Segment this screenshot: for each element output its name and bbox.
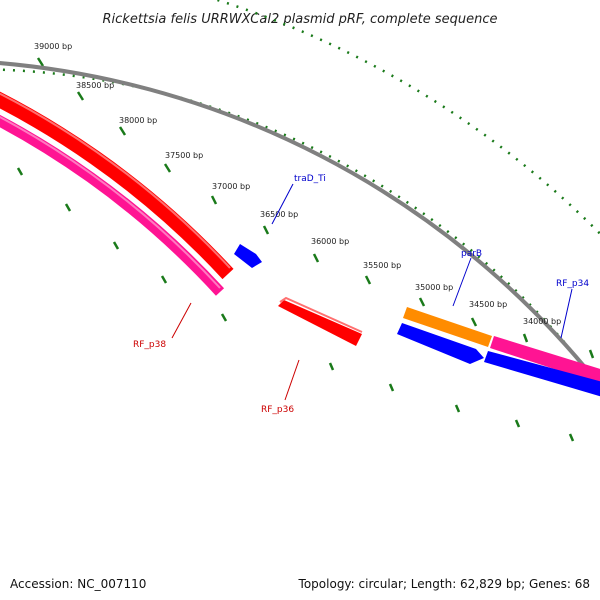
parB-feature	[403, 307, 492, 347]
gene-label-parB: parB	[461, 249, 482, 259]
tick-label: 35500 bp	[363, 261, 401, 270]
accession-text: Accession: NC_007110	[10, 577, 147, 591]
tick-label: 37500 bp	[165, 151, 203, 160]
map-title: Rickettsia felis URRWXCal2 plasmid pRF, …	[103, 12, 498, 27]
traD-feature	[234, 244, 262, 268]
tick-label: 34000 bp	[523, 317, 561, 326]
summary-text: Topology: circular; Length: 62,829 bp; G…	[298, 577, 590, 591]
red-feature-track	[0, 91, 234, 280]
blue-feature-a	[397, 323, 484, 364]
blue-feature-b	[484, 351, 600, 397]
inner-tick-ring	[0, 68, 600, 390]
gene-label-rf-p36: RF_p36	[261, 405, 294, 415]
outer-major-ticks	[36, 57, 595, 359]
outer-tick-ring	[213, 0, 600, 236]
inner-major-ticks	[16, 167, 575, 442]
backbone	[0, 61, 600, 390]
gene-labels: traD_Ti parB RF_p34 RF_p38 RF_p36	[133, 174, 589, 415]
tick-label: 37000 bp	[212, 182, 250, 191]
tick-label: 38000 bp	[119, 116, 157, 125]
tick-label: 36500 bp	[260, 210, 298, 219]
gene-label-traD: traD_Ti	[294, 174, 326, 184]
rf-p34-feature	[490, 336, 600, 385]
gene-label-rf-p38: RF_p38	[133, 340, 166, 350]
tick-label: 36000 bp	[311, 237, 349, 246]
pink-feature-track	[0, 114, 225, 296]
tick-label: 38500 bp	[76, 81, 114, 90]
gene-label-rf-p34: RF_p34	[556, 279, 589, 289]
tick-label: 34500 bp	[469, 300, 507, 309]
tick-label: 39000 bp	[34, 42, 72, 51]
tick-label: 35000 bp	[415, 283, 453, 292]
rf-p36-feature	[278, 300, 362, 346]
tick-labels: 39000 bp 38500 bp 38000 bp 37500 bp 3700…	[34, 42, 561, 326]
